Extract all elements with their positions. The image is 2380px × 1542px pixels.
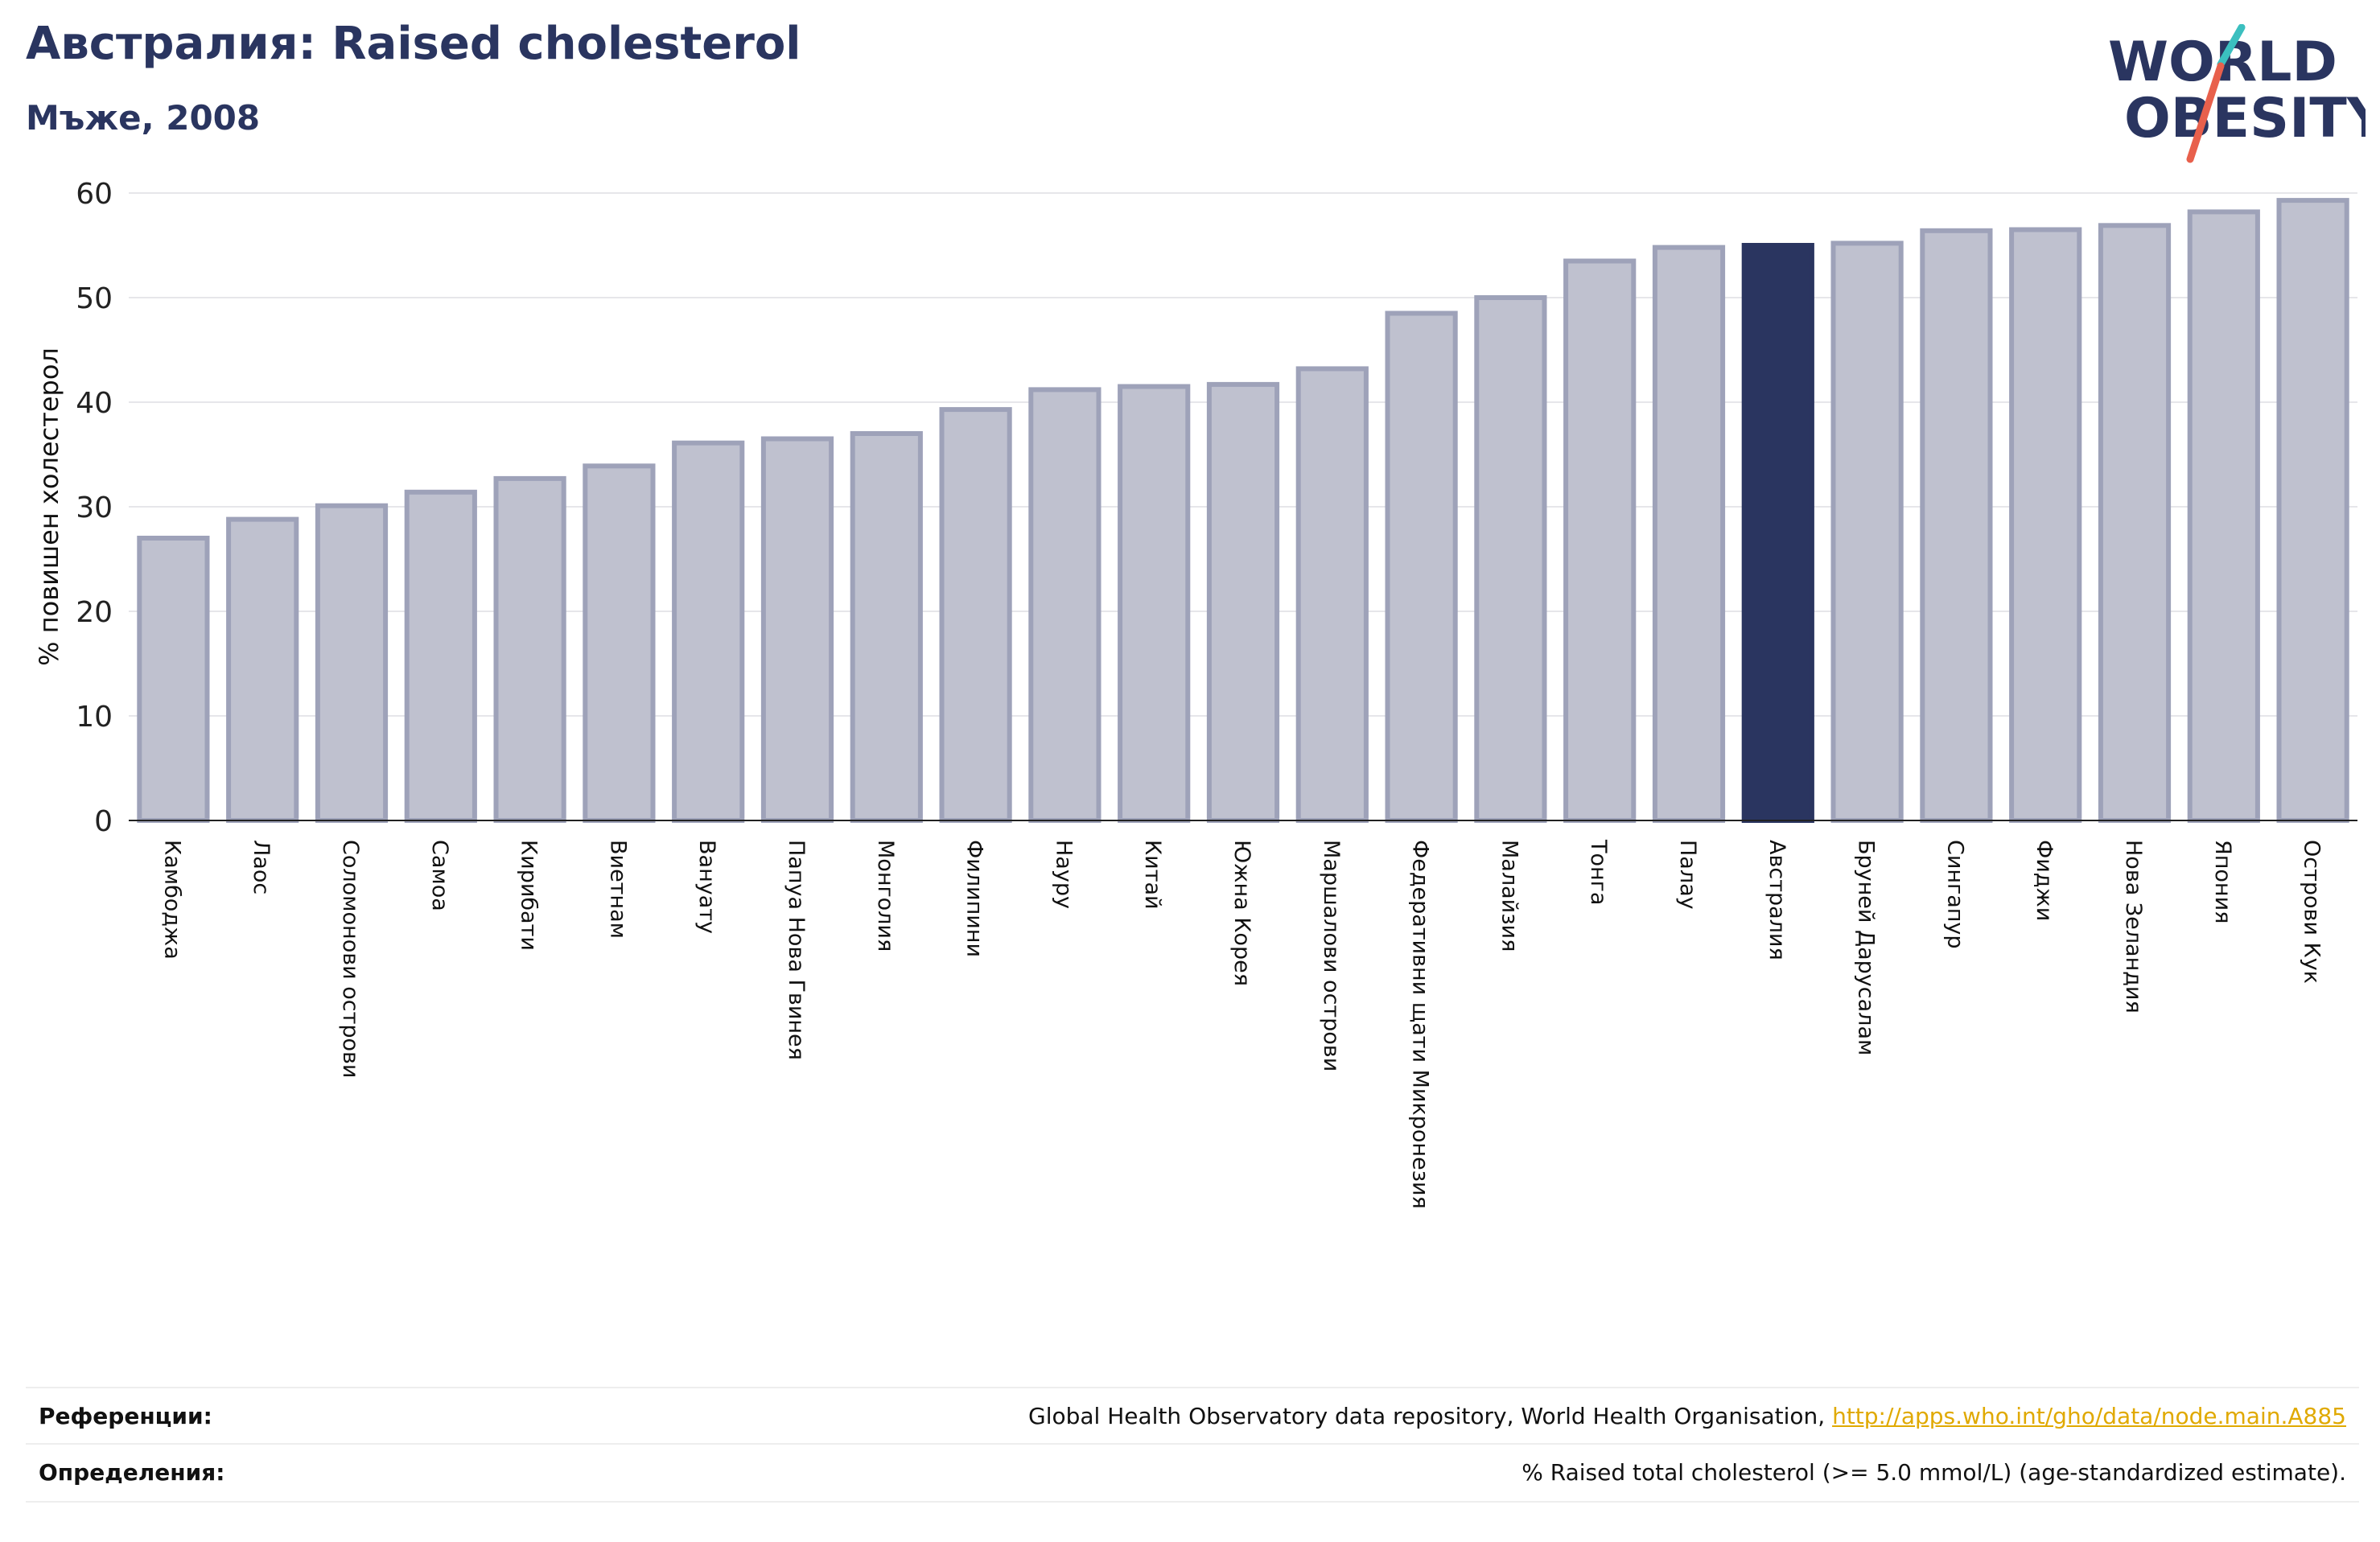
x-tick-label: Палау bbox=[1675, 840, 1700, 910]
bar bbox=[137, 536, 210, 823]
logo-text-line2: OBESITY bbox=[2124, 87, 2366, 150]
x-tick-label: Бруней Дарусалам bbox=[1854, 840, 1879, 1055]
references-link[interactable]: http://apps.who.int/gho/data/node.main.A… bbox=[1832, 1403, 2346, 1429]
footer-references-row: Референции: Global Health Observatory da… bbox=[26, 1387, 2359, 1445]
bar bbox=[2187, 209, 2260, 823]
bars bbox=[137, 198, 2349, 824]
definitions-label: Определения: bbox=[39, 1459, 225, 1486]
x-tick-label: Соломонови острови bbox=[338, 840, 363, 1078]
logo-slash-teal bbox=[2217, 24, 2246, 68]
bar bbox=[1652, 245, 1726, 824]
world-obesity-logo: WORLD OBESITY bbox=[2108, 24, 2366, 163]
y-axis-label: % повишен холестерол bbox=[34, 347, 64, 666]
bar bbox=[1474, 295, 1547, 823]
bar bbox=[939, 407, 1012, 823]
bar bbox=[2276, 198, 2349, 824]
bar bbox=[2009, 227, 2082, 823]
x-tick-label: Китай bbox=[1140, 840, 1165, 910]
x-tick-label: Вануату bbox=[694, 840, 719, 934]
bar bbox=[2098, 223, 2172, 823]
x-axis-ticks: Камбоджа Лаос Соломонови острови Самоа Кириб… bbox=[159, 839, 2324, 1209]
y-tick-label: 40 bbox=[76, 387, 113, 420]
bar bbox=[315, 503, 389, 823]
logo-slash-red bbox=[2186, 62, 2225, 163]
x-tick-label: Тонга bbox=[1586, 839, 1611, 905]
x-tick-label: Сингапур bbox=[1942, 840, 1967, 949]
bar bbox=[1563, 258, 1637, 823]
x-tick-label: Папуа Нова Гвинея bbox=[784, 840, 809, 1060]
x-tick-label: Австралия bbox=[1764, 840, 1789, 960]
bar bbox=[850, 431, 923, 823]
references-value: Global Health Observatory data repositor… bbox=[1028, 1403, 2346, 1429]
bar bbox=[583, 463, 656, 823]
chart-title: Австралия: Raised cholesterol bbox=[26, 18, 801, 70]
definitions-text: % Raised total cholesterol (>= 5.0 mmol/… bbox=[1521, 1459, 2346, 1486]
bar bbox=[493, 475, 566, 824]
x-tick-label: Малайзия bbox=[1497, 840, 1521, 952]
y-tick-label: 50 bbox=[76, 282, 113, 315]
bar bbox=[226, 516, 299, 823]
references-label: Референции: bbox=[39, 1403, 212, 1429]
y-axis-ticks: 0 10 20 30 40 50 60 bbox=[76, 178, 113, 838]
chart-subtitle: Мъже, 2008 bbox=[26, 98, 261, 138]
x-tick-label: Нова Зеландия bbox=[2121, 840, 2146, 1014]
x-tick-label: Острови Кук bbox=[2300, 840, 2324, 984]
y-tick-label: 20 bbox=[76, 596, 113, 629]
bar bbox=[1206, 381, 1280, 823]
x-tick-label: Камбоджа bbox=[159, 840, 184, 960]
bar bbox=[1028, 387, 1101, 823]
x-tick-label: Самоа bbox=[427, 840, 452, 911]
x-tick-label: Фиджи bbox=[2032, 840, 2057, 921]
x-tick-label: Южна Корея bbox=[1229, 840, 1254, 986]
bar bbox=[1118, 384, 1191, 823]
y-tick-label: 10 bbox=[76, 701, 113, 734]
x-tick-label: Федеративни щати Микронезия bbox=[1408, 840, 1433, 1209]
bar bbox=[1920, 228, 1993, 823]
bar bbox=[1385, 310, 1458, 823]
x-tick-label: Япония bbox=[2210, 840, 2235, 923]
x-tick-label: Науру bbox=[1051, 840, 1076, 909]
x-tick-label: Виетнам bbox=[605, 840, 630, 939]
y-tick-label: 30 bbox=[76, 491, 113, 524]
bar bbox=[672, 440, 745, 823]
bar bbox=[1295, 366, 1369, 823]
bar-chart: 0 10 20 30 40 50 60 % повишен холестерол Камбо… bbox=[34, 178, 2357, 1209]
x-tick-label: Монголия bbox=[873, 840, 898, 952]
x-tick-label: Лаос bbox=[249, 840, 274, 894]
bar bbox=[1830, 241, 1904, 823]
x-tick-label: Кирибати bbox=[517, 840, 541, 951]
footer-definitions-row: Определения: % Raised total cholesterol … bbox=[26, 1443, 2359, 1503]
bar-highlighted bbox=[1741, 243, 1814, 823]
bar bbox=[404, 489, 477, 823]
x-tick-label: Филипини bbox=[962, 840, 987, 957]
references-text: Global Health Observatory data repositor… bbox=[1028, 1403, 1833, 1429]
x-tick-label: Маршалови острови bbox=[1319, 840, 1344, 1071]
y-tick-label: 0 bbox=[94, 805, 113, 838]
y-tick-label: 60 bbox=[76, 178, 113, 211]
bar bbox=[760, 436, 834, 823]
